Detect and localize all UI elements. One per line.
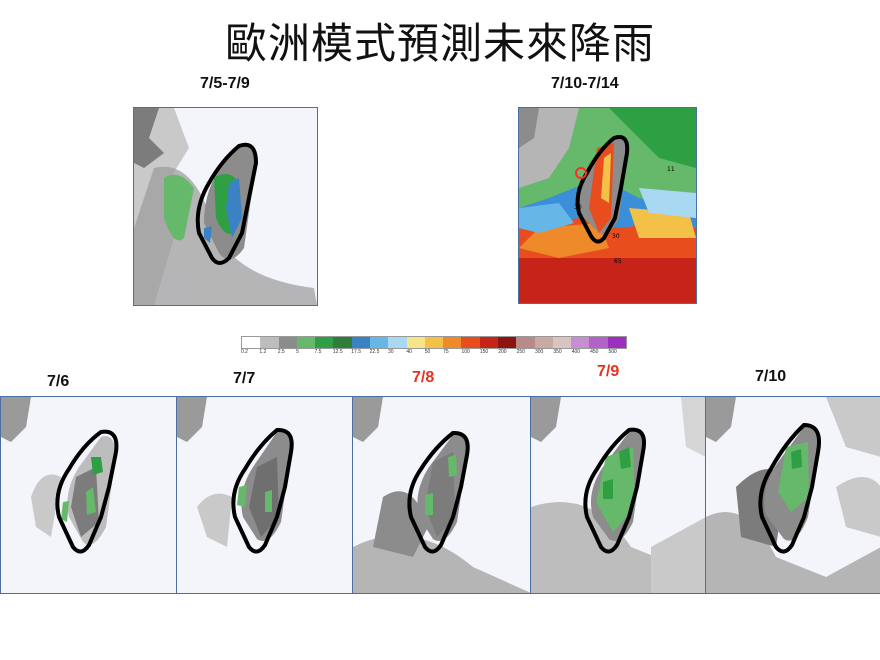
colorbar-cells xyxy=(241,336,627,349)
map-value-30a: 30 xyxy=(574,204,582,211)
colorbar-tick: 40 xyxy=(406,349,412,355)
colorbar-tick: 75 xyxy=(443,349,449,355)
colorbar-cell xyxy=(242,337,261,348)
colorbar-tick: 17.5 xyxy=(351,349,361,355)
colorbar-cell xyxy=(278,337,297,348)
colorbar-tick: 7.5 xyxy=(314,349,322,355)
panel-label-7-8: 7/8 xyxy=(412,369,435,386)
rainfall-colorbar: 0.2 1.2 2.5 5 7.5 12.5 17.5 22.5 30 40 50 75 100 150 2… xyxy=(241,336,627,355)
colorbar-tick: 100 xyxy=(461,349,470,355)
colorbar-cell xyxy=(571,337,590,348)
map-7-9 xyxy=(530,396,707,594)
map-7-7 xyxy=(176,396,354,594)
map-value-11: 11 xyxy=(667,166,675,173)
colorbar-cell xyxy=(443,337,462,348)
colorbar-cell xyxy=(315,337,334,348)
panel-label-7-10-7-14: 7/10-7/14 xyxy=(551,75,619,92)
map-7-5-7-9 xyxy=(133,107,318,306)
colorbar-cell xyxy=(388,337,407,348)
colorbar-cell xyxy=(406,337,425,348)
colorbar-tick: 0.2 xyxy=(241,349,248,355)
colorbar-tick: 150 xyxy=(479,349,489,355)
colorbar-cell xyxy=(296,337,316,348)
colorbar-cell xyxy=(333,337,352,348)
colorbar-tick: 50 xyxy=(424,349,431,355)
map-value-65: 65 xyxy=(614,258,622,265)
colorbar-tick: 250 xyxy=(516,349,525,355)
colorbar-tick: 200 xyxy=(498,349,507,355)
colorbar-cell xyxy=(369,337,389,348)
map-7-10 xyxy=(705,396,880,594)
colorbar-cell xyxy=(589,337,608,348)
map-7-6 xyxy=(0,396,178,594)
map-7-8 xyxy=(352,396,532,594)
map-value-30b: 30 xyxy=(612,233,620,240)
map-7-10-7-14: 11 30 30 65 xyxy=(518,107,697,304)
colorbar-tick: 450 xyxy=(590,349,599,355)
colorbar-tick: 2.5 xyxy=(277,349,285,355)
colorbar-cell xyxy=(424,337,444,348)
colorbar-cell xyxy=(534,337,553,348)
colorbar-cell xyxy=(479,337,498,348)
colorbar-cell xyxy=(552,337,572,348)
panel-label-7-10: 7/10 xyxy=(755,368,787,385)
colorbar-cell xyxy=(516,337,535,348)
colorbar-tick: 5 xyxy=(296,349,299,355)
colorbar-cell xyxy=(607,337,626,348)
colorbar-cell xyxy=(260,337,279,348)
colorbar-tick: 500 xyxy=(608,349,617,355)
colorbar-tick: 12.5 xyxy=(332,349,343,355)
page-title: 歐洲模式預測未來降雨 xyxy=(224,19,655,68)
panel-label-7-7: 7/7 xyxy=(233,370,256,387)
colorbar-tick: 1.2 xyxy=(259,349,267,355)
colorbar-cell xyxy=(351,337,370,348)
colorbar-ticks: 0.2 1.2 2.5 5 7.5 12.5 17.5 22.5 30 40 50 75 100 150 2… xyxy=(241,349,627,355)
panel-label-7-5-7-9: 7/5-7/9 xyxy=(200,75,250,92)
colorbar-cell xyxy=(497,337,517,348)
colorbar-tick: 30 xyxy=(388,349,394,355)
panel-label-7-6: 7/6 xyxy=(47,373,70,390)
colorbar-tick: 22.5 xyxy=(369,349,380,355)
colorbar-tick: 350 xyxy=(553,349,562,355)
colorbar-tick: 300 xyxy=(535,349,544,355)
colorbar-cell xyxy=(461,337,480,348)
panel-label-7-9: 7/9 xyxy=(597,363,620,380)
colorbar-tick: 400 xyxy=(571,349,581,355)
